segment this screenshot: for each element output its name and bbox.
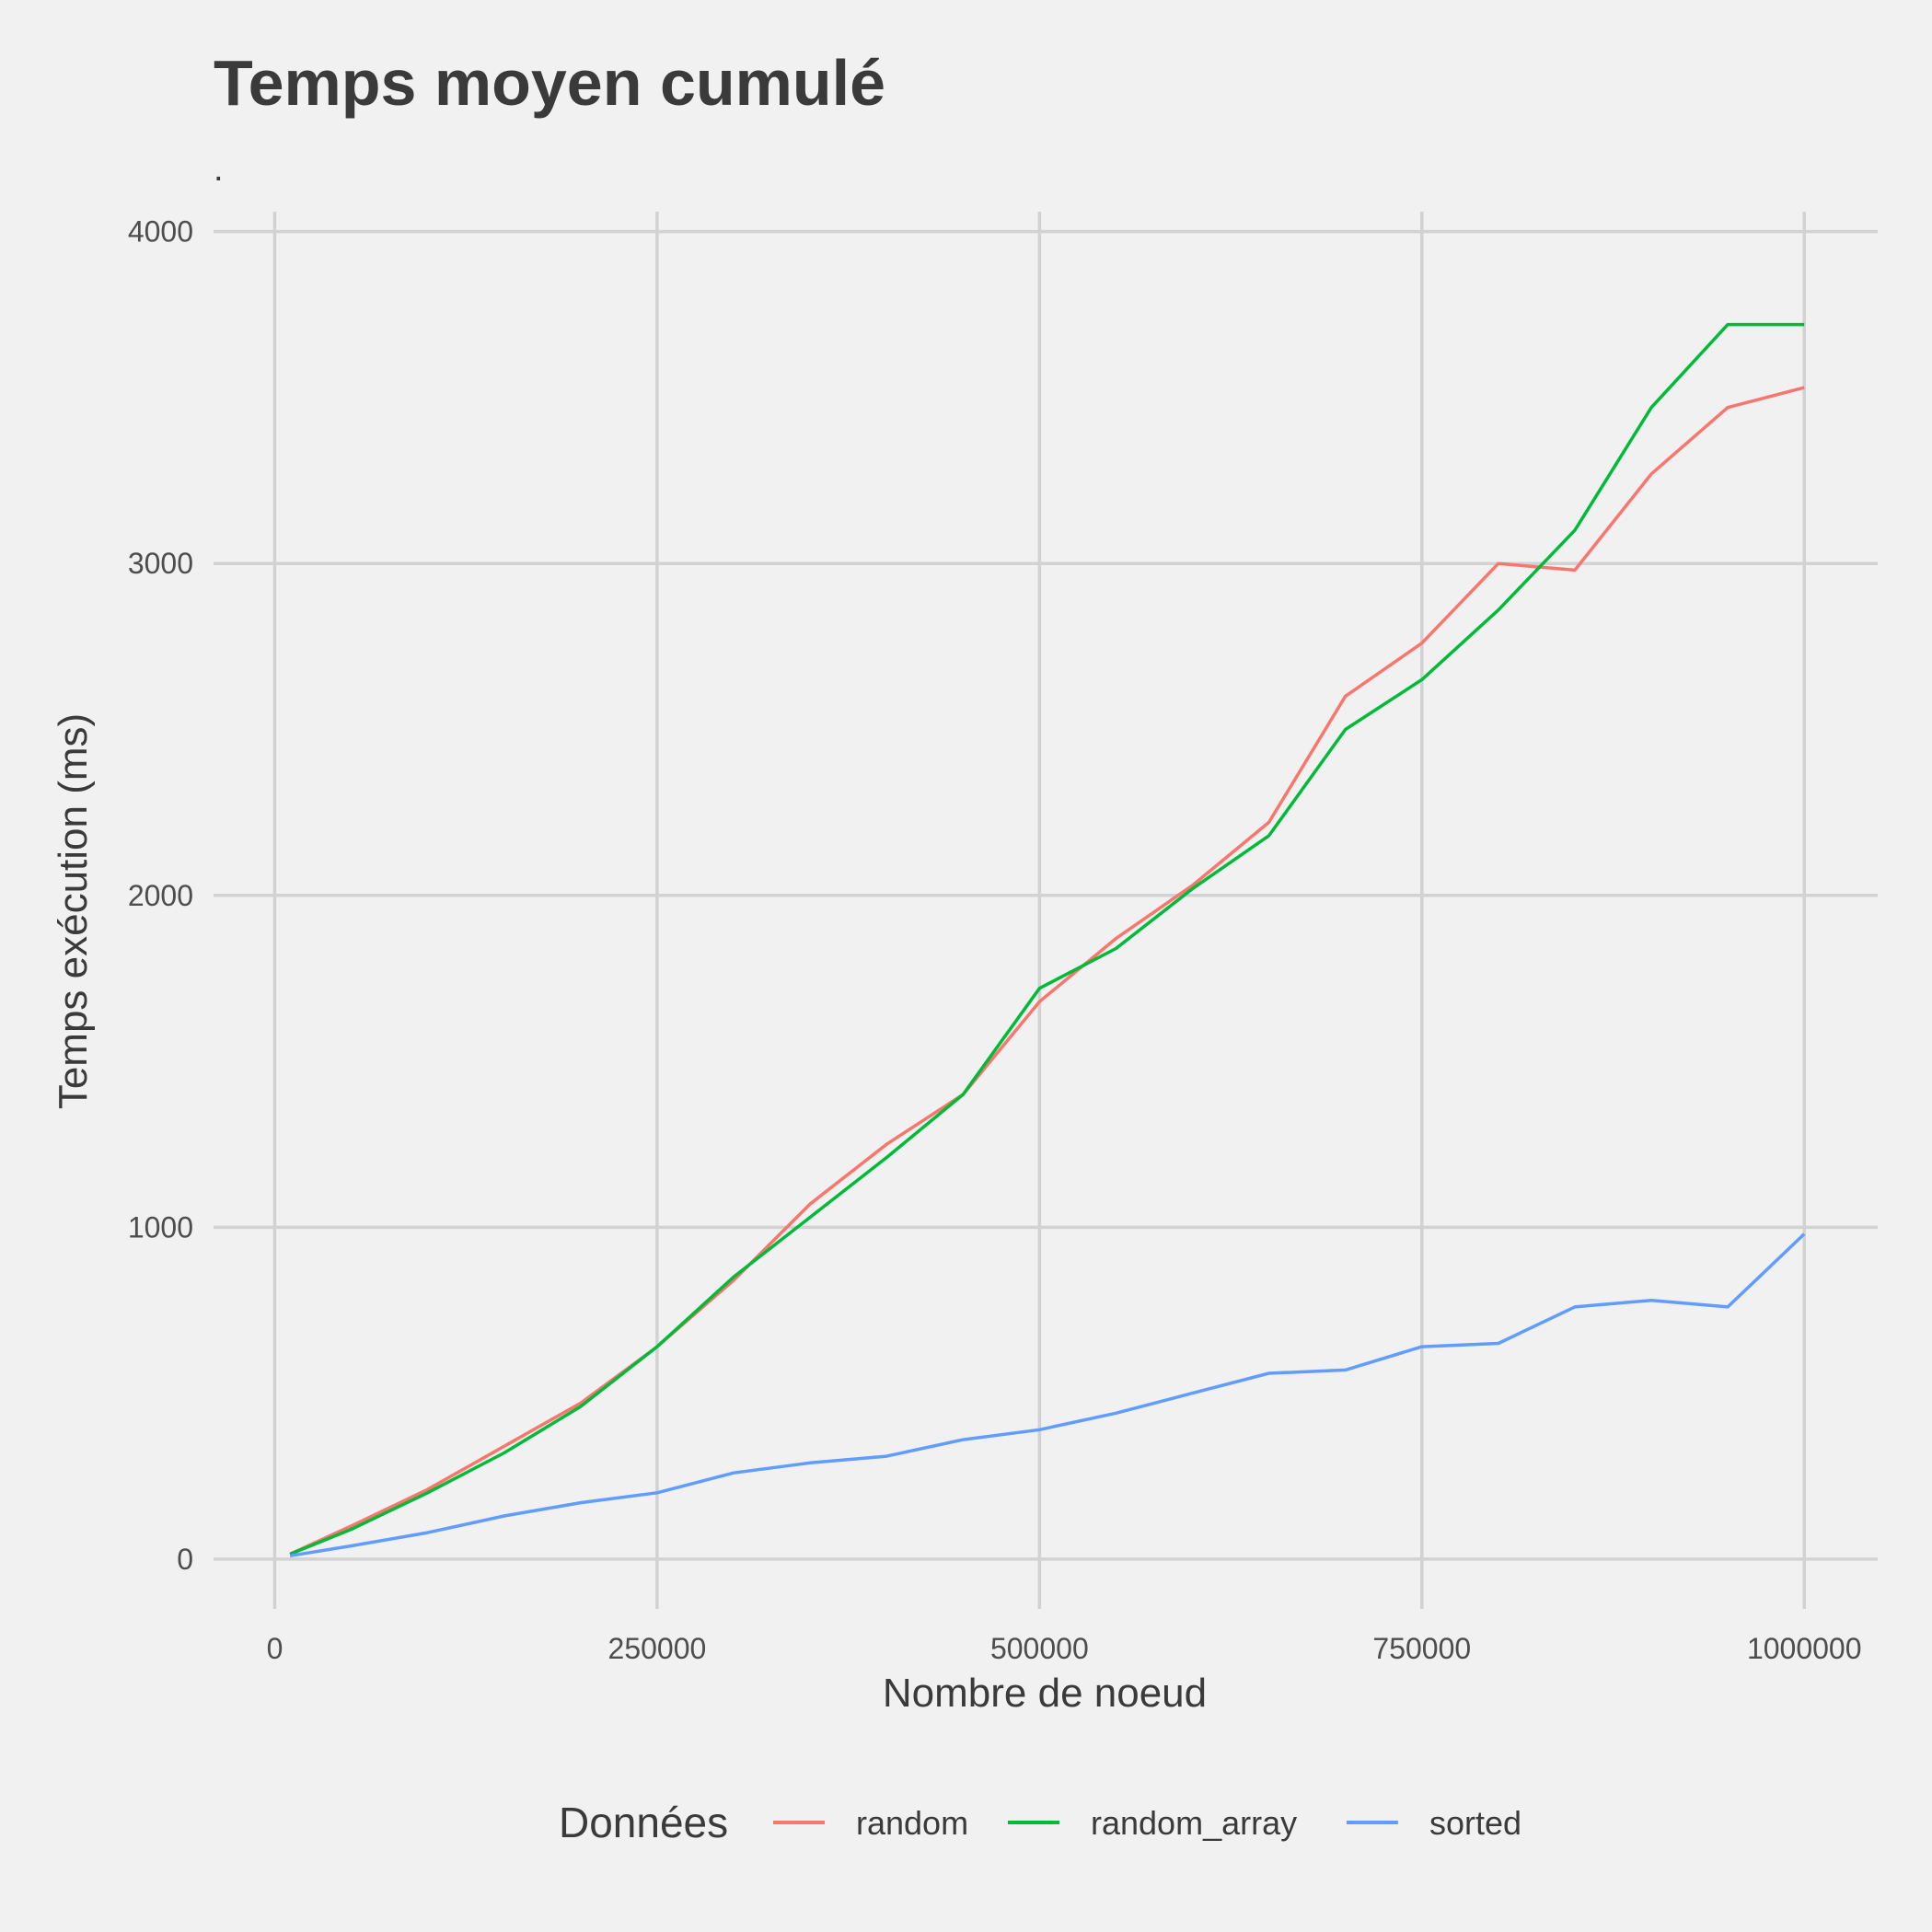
y-tick-label: 0: [177, 1543, 193, 1576]
legend: Données random random_array sorted: [559, 1799, 1521, 1846]
chart-subtitle: .: [214, 150, 224, 189]
y-axis-tick-labels: 0 1000 2000 3000 4000: [128, 215, 193, 1576]
x-tick-label: 0: [267, 1632, 283, 1665]
y-tick-label: 2000: [128, 879, 193, 912]
chart-title: Temps moyen cumulé: [214, 47, 885, 119]
x-axis-tick-labels: 0 250000 500000 750000 1000000: [267, 1632, 1862, 1665]
y-tick-label: 1000: [128, 1210, 193, 1244]
legend-items: random random_array sorted: [773, 1804, 1521, 1842]
y-tick-label: 3000: [128, 547, 193, 580]
legend-title: Données: [559, 1799, 728, 1846]
x-tick-label: 500000: [990, 1632, 1089, 1665]
legend-label-sorted: sorted: [1429, 1804, 1521, 1842]
legend-label-random: random: [856, 1804, 968, 1842]
series-line-random_array: [289, 322, 1805, 1556]
series-line-random: [289, 386, 1805, 1556]
x-tick-label: 1000000: [1747, 1632, 1862, 1665]
y-axis-title: Temps exécution (ms): [51, 713, 96, 1109]
y-tick-label: 4000: [128, 215, 193, 249]
x-axis-title: Nombre de noeud: [883, 1671, 1207, 1716]
legend-label-random_array: random_array: [1091, 1804, 1297, 1842]
x-tick-label: 750000: [1372, 1632, 1471, 1665]
series-line-sorted: [289, 1232, 1806, 1558]
series-lines: [289, 322, 1806, 1558]
x-tick-label: 250000: [608, 1632, 707, 1665]
grid-lines: [214, 212, 1878, 1609]
